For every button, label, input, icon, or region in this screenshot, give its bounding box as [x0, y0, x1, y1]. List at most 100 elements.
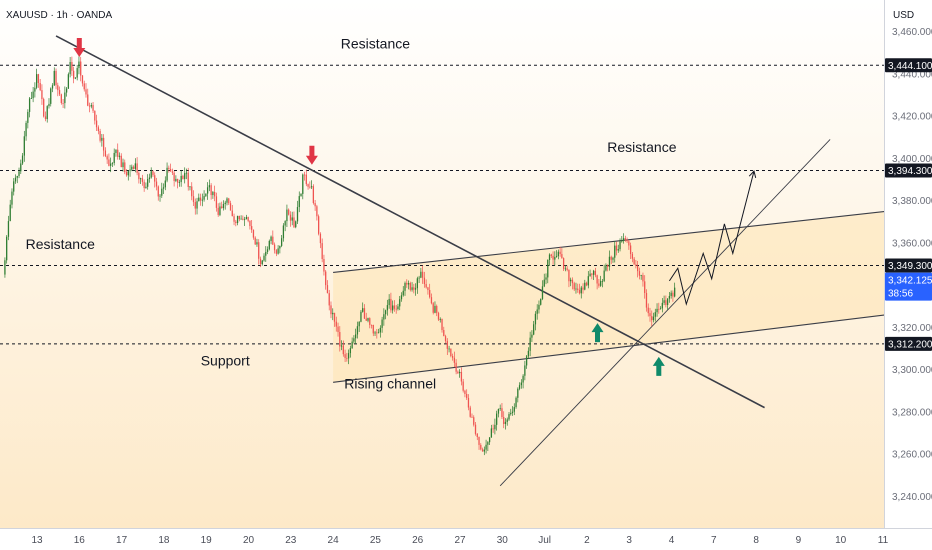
annotation-rising-channel-5: Rising channel — [344, 376, 436, 392]
y-tick-label: 3,300.000 — [892, 365, 932, 376]
candle-body — [610, 256, 612, 260]
candle-body — [504, 421, 507, 424]
candle-body — [562, 258, 565, 269]
candle-body — [492, 428, 494, 430]
candle-body — [393, 305, 396, 309]
candle-body — [485, 444, 487, 450]
candle-body — [147, 179, 149, 187]
x-tick-label: 11 — [878, 535, 889, 546]
candle-body — [628, 241, 630, 246]
candle-body — [651, 316, 653, 321]
candle-body — [27, 111, 29, 123]
candle-body — [453, 357, 456, 363]
x-tick-label: 4 — [669, 535, 675, 546]
x-tick-label: 13 — [31, 535, 43, 546]
candle-body — [473, 417, 475, 425]
candle-body — [30, 98, 33, 99]
candle-body — [402, 290, 404, 296]
x-tick-label: 10 — [835, 535, 847, 546]
candle-body — [127, 170, 129, 176]
candle-body — [164, 180, 166, 188]
candle-body — [65, 88, 68, 93]
candle-body — [23, 136, 25, 156]
candle-body — [21, 155, 24, 164]
candle-body — [561, 254, 563, 259]
candle-body — [145, 186, 147, 188]
x-tick-label: 24 — [328, 535, 340, 546]
candle-body — [88, 105, 91, 107]
candle-body — [37, 74, 40, 83]
level-price-badge — [885, 58, 932, 73]
candle-body — [496, 413, 498, 425]
down-arrow-marker-1 — [73, 38, 86, 57]
candle-body — [141, 178, 144, 182]
candle-body — [263, 255, 265, 261]
candle-body — [531, 334, 533, 338]
candle-body — [529, 337, 531, 351]
candle-body — [62, 103, 64, 104]
x-tick-label: 23 — [285, 535, 297, 546]
candle-body — [118, 155, 121, 157]
candle-body — [384, 310, 387, 315]
candle-body — [571, 279, 574, 284]
candle-body — [182, 175, 184, 180]
plot-area[interactable]: Resistance Resistance Resistance Support Ris… — [0, 35, 887, 487]
candle-body — [228, 198, 230, 204]
candle-body — [503, 417, 505, 424]
candle-body — [397, 306, 399, 310]
candle-body — [177, 178, 179, 183]
candle-body — [46, 106, 48, 120]
channel-upper-line[interactable] — [333, 211, 887, 273]
candle-body — [81, 75, 84, 84]
candle-body — [668, 296, 671, 299]
candle-body — [36, 74, 38, 88]
candle-body — [654, 312, 656, 317]
candle-body — [342, 345, 344, 355]
candle-body — [69, 62, 71, 75]
candle-body — [43, 99, 45, 117]
price-axis[interactable]: 3,240.000 3,260.000 3,280.000 3,300.000 3,32… — [884, 0, 932, 550]
candle-body — [122, 162, 124, 168]
candle-body — [87, 94, 89, 106]
candle-body — [76, 68, 78, 78]
rising-trend-line[interactable] — [499, 139, 831, 487]
candle-body — [168, 167, 170, 169]
downtrend-line[interactable] — [55, 35, 765, 409]
candle-body — [291, 217, 293, 221]
channel-lower-line[interactable] — [333, 314, 887, 383]
candle-body — [217, 207, 219, 215]
y-tick-label: 3,280.000 — [892, 407, 932, 418]
candle-body — [328, 293, 330, 306]
candle-body — [645, 292, 648, 308]
candle-body — [50, 88, 52, 104]
candle-body — [443, 330, 445, 337]
candles[interactable] — [4, 56, 676, 456]
candle-body — [666, 298, 669, 305]
candle-body — [268, 240, 270, 250]
candle-body — [469, 407, 471, 417]
candle-body — [325, 271, 327, 286]
candle-body — [180, 175, 182, 182]
x-tick-label: 25 — [370, 535, 382, 546]
up-arrow-marker-4 — [652, 356, 665, 376]
candle-body — [629, 245, 632, 255]
y-tick-label: 3,460.000 — [892, 27, 932, 38]
candle-body — [448, 348, 450, 350]
candle-body — [608, 256, 611, 267]
candle-body — [587, 276, 589, 286]
candle-body — [605, 265, 607, 271]
annotation-resistance-1: Resistance — [341, 36, 410, 52]
y-tick-label: 3,320.000 — [892, 323, 932, 334]
candle-body — [173, 172, 175, 181]
time-axis[interactable]: 13 16 17 18 19 20 23 24 25 26 27 30 Jul 2 3 4 7 8 9 10 11 — [0, 528, 932, 550]
candle-body — [501, 408, 503, 418]
candle-body — [451, 356, 454, 358]
projection-path[interactable] — [668, 170, 755, 306]
candle-body — [337, 326, 339, 333]
candle-body — [162, 187, 165, 189]
candle-body — [347, 353, 350, 359]
candle-body — [631, 254, 634, 259]
candle-body — [113, 152, 115, 163]
candle-body — [256, 242, 258, 245]
